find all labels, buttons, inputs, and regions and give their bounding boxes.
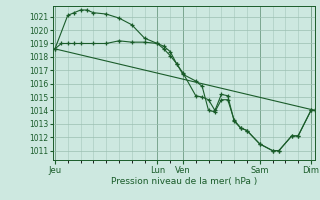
X-axis label: Pression niveau de la mer( hPa ): Pression niveau de la mer( hPa ) [111, 177, 257, 186]
